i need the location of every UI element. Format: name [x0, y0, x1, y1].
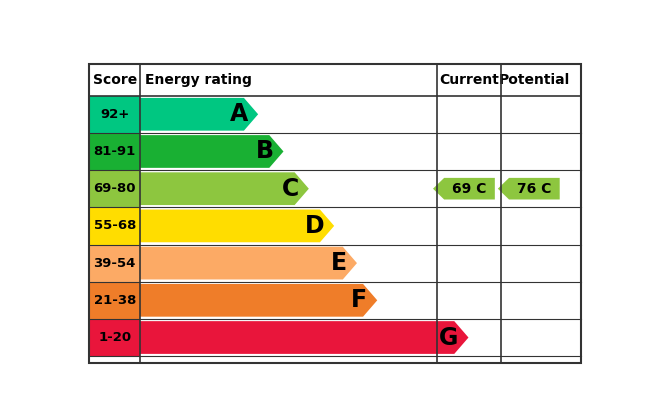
- Text: E: E: [331, 251, 347, 275]
- Polygon shape: [498, 178, 560, 199]
- Text: G: G: [439, 325, 458, 349]
- Bar: [90, 170, 140, 207]
- Polygon shape: [140, 135, 283, 168]
- Polygon shape: [140, 209, 334, 242]
- Text: C: C: [282, 177, 299, 201]
- Bar: [90, 207, 140, 244]
- Text: 76 C: 76 C: [517, 182, 551, 196]
- Text: Current: Current: [439, 73, 500, 87]
- Bar: [90, 244, 140, 282]
- Text: 39-54: 39-54: [94, 256, 136, 270]
- Polygon shape: [140, 98, 258, 131]
- Text: Potential: Potential: [499, 73, 570, 87]
- Text: 1-20: 1-20: [98, 331, 131, 344]
- Polygon shape: [140, 172, 309, 205]
- Text: 81-91: 81-91: [94, 145, 136, 158]
- Text: A: A: [230, 102, 249, 126]
- Bar: [90, 133, 140, 170]
- Text: Score: Score: [93, 73, 137, 87]
- Text: 69 C: 69 C: [453, 182, 487, 196]
- Text: F: F: [351, 288, 368, 312]
- Polygon shape: [433, 178, 495, 199]
- Text: 69-80: 69-80: [94, 182, 136, 195]
- Polygon shape: [140, 321, 468, 354]
- Bar: [90, 319, 140, 356]
- Text: D: D: [305, 214, 324, 238]
- Text: B: B: [256, 140, 273, 164]
- Text: 21-38: 21-38: [94, 294, 136, 307]
- Text: Energy rating: Energy rating: [145, 73, 252, 87]
- Text: 55-68: 55-68: [94, 219, 136, 233]
- Text: 92+: 92+: [100, 108, 129, 121]
- Bar: [90, 96, 140, 133]
- Polygon shape: [140, 284, 377, 317]
- Polygon shape: [140, 247, 357, 280]
- Bar: [90, 282, 140, 319]
